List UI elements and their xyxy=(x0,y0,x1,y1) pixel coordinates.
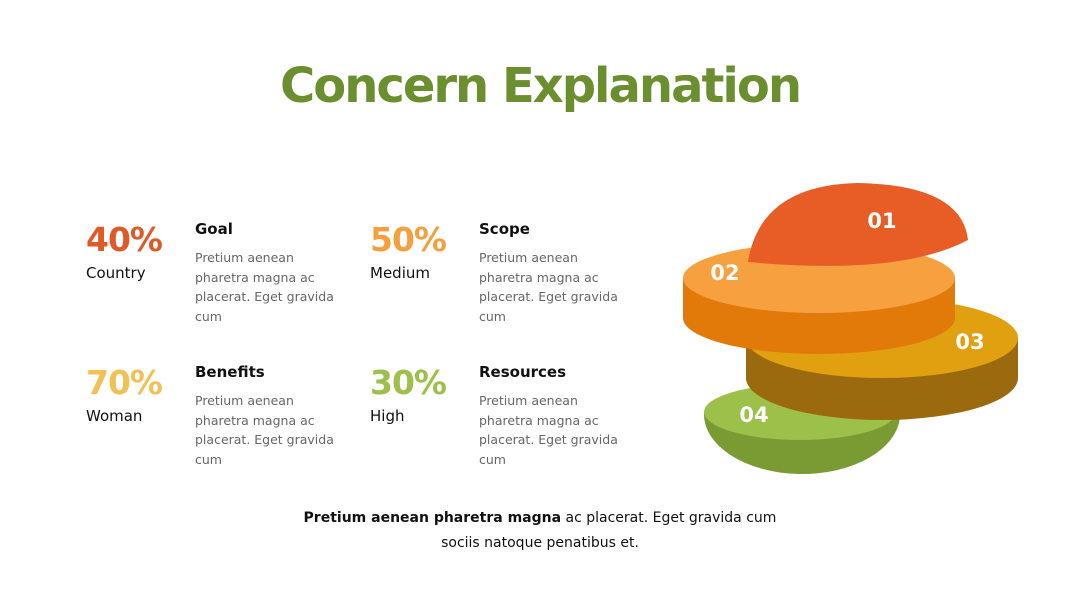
layer-top xyxy=(748,183,968,266)
layer-number: 02 xyxy=(710,261,739,285)
label: Country xyxy=(86,264,146,282)
body: Pretium aenean pharetra magna ac placera… xyxy=(195,393,334,467)
heading: Goal xyxy=(195,220,233,238)
item: 50% Medium Scope Pretium aenean pharetra… xyxy=(370,220,640,330)
percent: 30% xyxy=(370,363,447,402)
heading: Benefits xyxy=(195,363,265,381)
footer-text: ac placerat. Eget gravida cum xyxy=(565,510,777,526)
percent: 50% xyxy=(370,220,447,259)
body: Pretium aenean pharetra magna ac placera… xyxy=(479,393,618,467)
layer-number: 01 xyxy=(867,209,896,233)
footer-emphasis: Pretium aenean pharetra magna xyxy=(303,510,562,526)
percent: 70% xyxy=(86,363,163,402)
label: Woman xyxy=(86,407,143,425)
heading: Scope xyxy=(479,220,530,238)
percent: 40% xyxy=(86,220,163,259)
label: High xyxy=(370,407,405,425)
item: 70% Woman Benefits Pretium aenean pharet… xyxy=(86,363,356,473)
footer-line: sociis natoque penatibus et. xyxy=(441,535,639,551)
footer-line: Pretium aenean pharetra magna ac placera… xyxy=(0,510,1080,526)
item: 30% High Resources Pretium aenean pharet… xyxy=(370,363,640,473)
body: Pretium aenean pharetra magna ac placera… xyxy=(195,250,334,324)
body: Pretium aenean pharetra magna ac placera… xyxy=(479,250,618,324)
layer-number: 03 xyxy=(955,330,984,354)
heading: Resources xyxy=(479,363,567,381)
layer-number: 04 xyxy=(739,403,768,427)
title: Concern Explanation xyxy=(280,58,802,114)
label: Medium xyxy=(370,264,430,282)
item: 40% Country Goal Pretium aenean pharetra… xyxy=(86,220,356,330)
